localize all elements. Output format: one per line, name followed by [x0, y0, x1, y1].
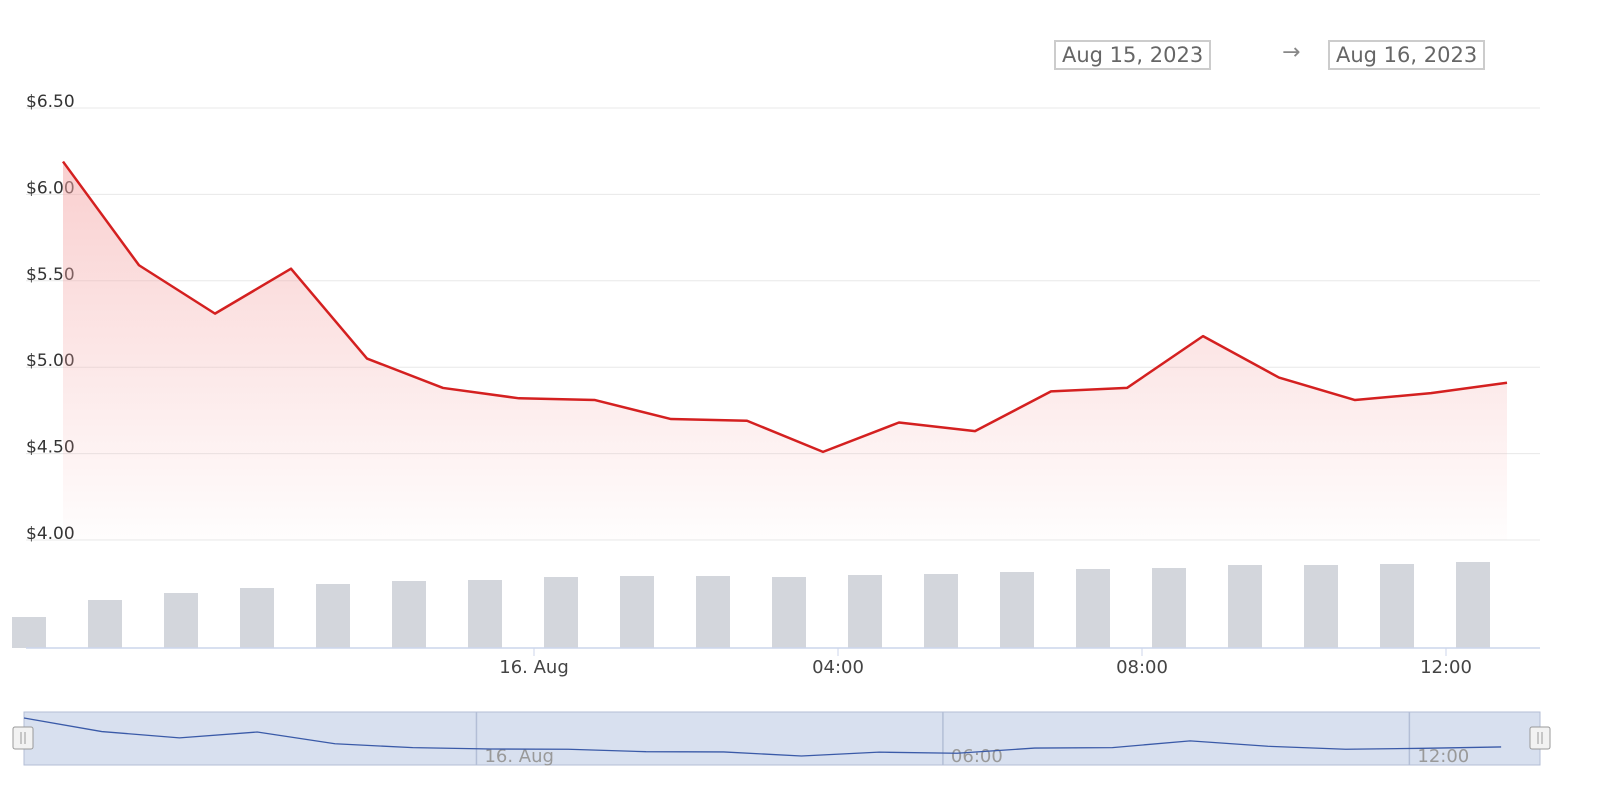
range-arrow: → — [1282, 40, 1301, 65]
volume-bar — [240, 588, 274, 648]
range-from-input[interactable]: Aug 15, 2023 — [1054, 40, 1212, 70]
volume-bar — [392, 581, 426, 648]
volume-bar — [316, 584, 350, 648]
volume-bar — [12, 617, 46, 648]
volume-bar — [924, 574, 958, 648]
y-tick-label: $6.50 — [26, 92, 75, 112]
navigator-tick-label: 12:00 — [1417, 746, 1469, 767]
y-axis: $4.00 $4.50 $5.00 $5.50 $6.00 $6.50 — [26, 92, 75, 544]
volume-bar — [620, 576, 654, 648]
volume-bar — [1000, 572, 1034, 648]
range-to-input[interactable]: Aug 16, 2023 — [1328, 40, 1486, 70]
price-area-fill — [63, 161, 1507, 540]
navigator-left-handle[interactable] — [12, 726, 34, 750]
y-tick-label: $6.00 — [26, 178, 75, 198]
navigator-tick-label: 06:00 — [951, 746, 1003, 767]
volume-bar — [848, 575, 882, 648]
x-tick-label: 12:00 — [1420, 657, 1472, 678]
navigator-right-handle[interactable] — [1529, 726, 1551, 750]
volume-bar — [1228, 565, 1262, 648]
navigator-mask — [23, 711, 1541, 766]
x-tick-label: 16. Aug — [499, 657, 569, 678]
volume-bar — [1152, 568, 1186, 648]
volume-bar — [772, 577, 806, 648]
volume-bar — [164, 593, 198, 648]
x-axis: 16. Aug 04:00 08:00 12:00 — [26, 647, 1540, 678]
volume-bar — [1380, 564, 1414, 648]
x-tick-label: 08:00 — [1116, 657, 1168, 678]
y-tick-label: $4.50 — [26, 438, 75, 458]
volume-series — [12, 562, 1490, 648]
y-tick-label: $5.50 — [26, 265, 75, 285]
volume-bar — [1456, 562, 1490, 648]
price-series — [61, 160, 1508, 454]
navigator[interactable]: 16. Aug 06:00 12:00 — [12, 711, 1551, 767]
y-tick-label: $4.00 — [26, 524, 75, 544]
price-area — [63, 161, 1507, 540]
y-tick-label: $5.00 — [26, 351, 75, 371]
volume-bar — [544, 577, 578, 648]
navigator-line — [23, 717, 1502, 757]
volume-bar — [88, 600, 122, 648]
x-tick-label: 04:00 — [812, 657, 864, 678]
volume-bar — [696, 576, 730, 648]
navigator-tick-label: 16. Aug — [484, 746, 554, 767]
price-line — [61, 160, 1508, 454]
volume-bar — [468, 580, 502, 648]
volume-bar — [1076, 569, 1110, 648]
volume-bar — [1304, 565, 1338, 648]
